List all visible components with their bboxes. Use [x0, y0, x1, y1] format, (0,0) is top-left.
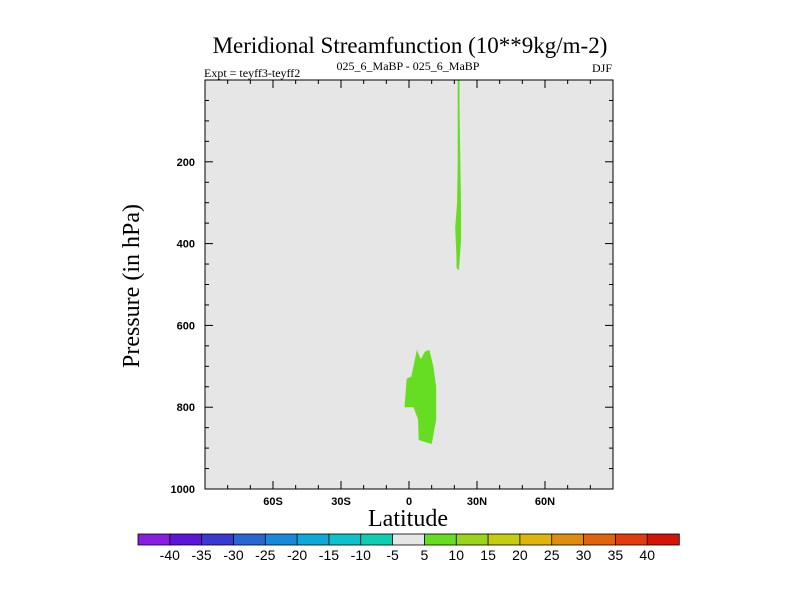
colorbar-label: -40: [160, 547, 180, 563]
colorbar-swatch: [201, 533, 235, 546]
y-axis-label: Pressure (in hPa): [119, 204, 145, 368]
plot-area: 60S 30S 0 30N 60N 200 400 600 800 1000: [171, 79, 614, 508]
y-tick-label: 600: [177, 320, 195, 332]
colorbar-swatch: [360, 533, 394, 546]
contour-regions: [404, 80, 462, 444]
colorbar-swatch: [583, 533, 617, 546]
colorbar-swatch: [487, 533, 521, 546]
colorbar-label: 35: [608, 547, 624, 563]
x-tick-label: 60N: [535, 496, 555, 508]
colorbar-label: -35: [191, 547, 211, 563]
colorbar-swatch: [264, 533, 298, 546]
contour-region-upper-cell: [455, 80, 462, 271]
y-tick-label: 800: [177, 402, 195, 414]
colorbar-label: -15: [319, 547, 339, 563]
colorbar-swatch: [233, 533, 266, 546]
colorbar-swatch: [424, 533, 457, 546]
colorbar-swatch: [137, 533, 171, 546]
colorbar-swatch: [455, 533, 489, 546]
x-axis-label: Latitude: [368, 506, 448, 532]
x-tick-label: 0: [406, 496, 412, 508]
colorbar-label: 5: [421, 547, 429, 563]
colorbar-label: -25: [255, 547, 275, 563]
colorbar-swatch: [551, 533, 585, 546]
colorbar-label: 40: [639, 547, 655, 563]
colorbar-swatch: [646, 533, 680, 546]
colorbar-label: 20: [512, 547, 528, 563]
y-tick-label: 400: [177, 239, 195, 251]
colorbar-swatch: [169, 533, 203, 546]
colorbar-label: 15: [480, 547, 496, 563]
colorbar-label: -10: [351, 547, 371, 563]
contour-region-lower-cell: [404, 349, 437, 444]
axis-ticks: 60S 30S 0 30N 60N 200 400 600 800 1000: [171, 80, 613, 508]
x-tick-label: 60S: [263, 496, 283, 508]
colorbar-swatch: [296, 533, 330, 546]
colorbar-label: -20: [287, 547, 307, 563]
x-tick-label: 30N: [467, 496, 487, 508]
colorbar-swatch: [328, 533, 362, 546]
colorbar-label: 25: [544, 547, 560, 563]
colorbar-swatch: [519, 533, 553, 546]
colorbar-label: -5: [386, 547, 399, 563]
subtitle-left: Expt = teyff3-teyff2: [204, 66, 300, 80]
subtitle-center: 025_6_MaBP - 025_6_MaBP: [337, 59, 480, 73]
x-tick-label: 30S: [331, 496, 351, 508]
y-tick-label: 1000: [171, 484, 195, 496]
chart-title: Meridional Streamfunction (10**9kg/m-2): [213, 33, 608, 58]
subtitle-right: DJF: [592, 61, 612, 75]
colorbar-swatch: [392, 533, 426, 546]
colorbar-label: 10: [448, 547, 464, 563]
colorbar: -40 -35 -30 -25 -20 -15 -10 -5 5 10 15 20 25 30 35 40: [137, 533, 680, 563]
colorbar-label: -30: [223, 547, 243, 563]
y-tick-label: 200: [177, 157, 195, 169]
plot-background: [205, 80, 613, 489]
colorbar-label: 30: [576, 547, 592, 563]
colorbar-swatch: [614, 533, 648, 546]
